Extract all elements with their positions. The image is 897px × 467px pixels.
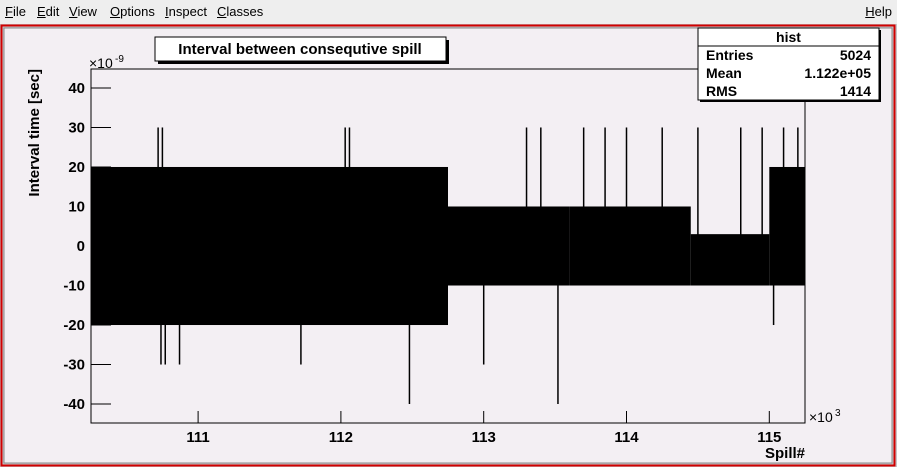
y-multiplier: ×10 xyxy=(89,55,113,71)
menu-item[interactable]: Inspect xyxy=(165,4,207,19)
x-axis-title: Spill# xyxy=(765,445,806,462)
menu-item[interactable]: View xyxy=(69,4,97,19)
y-axis-title: Interval time [sec] xyxy=(26,69,43,197)
x-tick-label: 113 xyxy=(472,429,496,446)
y-multiplier-exp: -9 xyxy=(115,54,124,65)
title-box xyxy=(154,36,447,62)
x-tick-label: 111 xyxy=(186,429,209,446)
y-tick-label: -20 xyxy=(63,317,85,334)
y-tick-label: 0 xyxy=(77,238,85,255)
y-tick-label: 40 xyxy=(68,80,85,97)
stats-box xyxy=(697,27,880,101)
menu-item[interactable]: Options xyxy=(110,4,155,19)
x-multiplier-exp: 3 xyxy=(835,408,841,419)
menu-item[interactable]: Edit xyxy=(37,4,60,19)
menu-help[interactable]: Help xyxy=(865,4,892,19)
band xyxy=(91,166,448,326)
y-tick-label: 10 xyxy=(68,198,85,215)
y-tick-label: -10 xyxy=(63,278,85,295)
stats-value: 1414 xyxy=(840,83,871,99)
y-tick-label: -40 xyxy=(63,396,85,413)
y-tick-label: 30 xyxy=(68,119,85,136)
stats-label: RMS xyxy=(706,83,737,99)
band xyxy=(448,206,570,286)
y-tick-label: -30 xyxy=(63,357,85,374)
stats-title: hist xyxy=(776,29,801,45)
stats-value: 5024 xyxy=(840,47,871,63)
stats-label: Entries xyxy=(706,47,754,63)
stats-value: 1.122e+05 xyxy=(804,65,871,81)
x-tick-label: 114 xyxy=(614,429,639,446)
x-tick-label: 112 xyxy=(329,429,353,446)
band xyxy=(690,234,770,286)
band xyxy=(769,166,805,286)
menu-bar: File Edit View Options Inspect Classes Help xyxy=(0,0,897,24)
y-tick-label: 20 xyxy=(68,159,85,176)
stats-label: Mean xyxy=(706,65,742,81)
x-tick-label: 115 xyxy=(757,429,781,446)
menu-item[interactable]: Classes xyxy=(217,4,264,19)
x-multiplier: ×10 xyxy=(809,409,833,425)
chart-title: Interval between consequtive spill xyxy=(178,41,421,58)
canvas-border xyxy=(0,24,896,467)
menu-item[interactable]: File xyxy=(5,4,26,19)
band xyxy=(569,206,691,286)
